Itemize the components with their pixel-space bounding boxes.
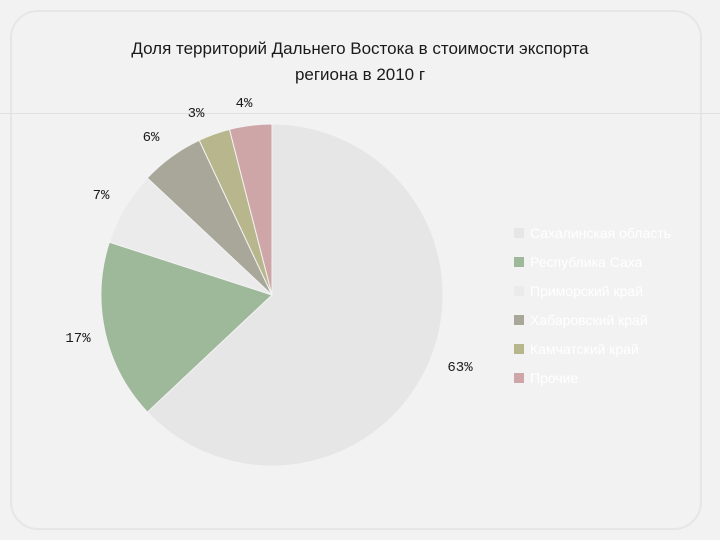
legend-label: Приморский край xyxy=(530,282,644,299)
pie-slice xyxy=(146,123,444,467)
legend-label: Сахалинская область xyxy=(530,224,671,241)
chart-title-line-1: Доля территорий Дальнего Востока в стоим… xyxy=(131,39,589,58)
legend-label: Прочие xyxy=(530,369,579,386)
legend-item: Приморский край xyxy=(514,276,671,305)
pie-labels: 63% 17% 7% 6% 3% 4% xyxy=(65,96,473,376)
slice-percent-label: 7% xyxy=(93,188,110,204)
legend-swatch xyxy=(514,372,524,383)
legend-item: Хабаровский край xyxy=(514,305,671,334)
legend-swatch xyxy=(514,343,524,354)
slice-percent-label: 17% xyxy=(65,331,91,347)
legend-item: Республика Саха xyxy=(514,247,671,276)
legend-swatch xyxy=(514,314,524,325)
legend-swatch xyxy=(514,227,524,238)
legend-label: Хабаровский край xyxy=(530,311,648,328)
pie-slice xyxy=(100,241,273,413)
slice-percent-label: 3% xyxy=(188,106,205,122)
slice-percent-label: 6% xyxy=(143,130,160,146)
legend-label: Республика Саха xyxy=(530,253,643,270)
pie-slices xyxy=(100,123,444,467)
legend-item: Камчатский край xyxy=(514,334,671,363)
legend-swatch xyxy=(514,285,524,296)
chart-title: Доля территорий Дальнего Востока в стоим… xyxy=(100,36,620,88)
slice-percent-label: 4% xyxy=(236,96,253,112)
legend-item: Прочие xyxy=(514,363,671,392)
legend-item: Сахалинская область xyxy=(514,218,671,247)
header-rule xyxy=(0,113,720,114)
chart-legend: Сахалинская область Республика Саха Примор… xyxy=(514,218,671,392)
legend-swatch xyxy=(514,256,524,267)
slice-percent-label: 63% xyxy=(447,360,473,376)
pie-slice xyxy=(228,123,273,296)
legend-label: Камчатский край xyxy=(530,340,639,357)
chart-title-line-2: региона в 2010 г xyxy=(294,65,426,84)
